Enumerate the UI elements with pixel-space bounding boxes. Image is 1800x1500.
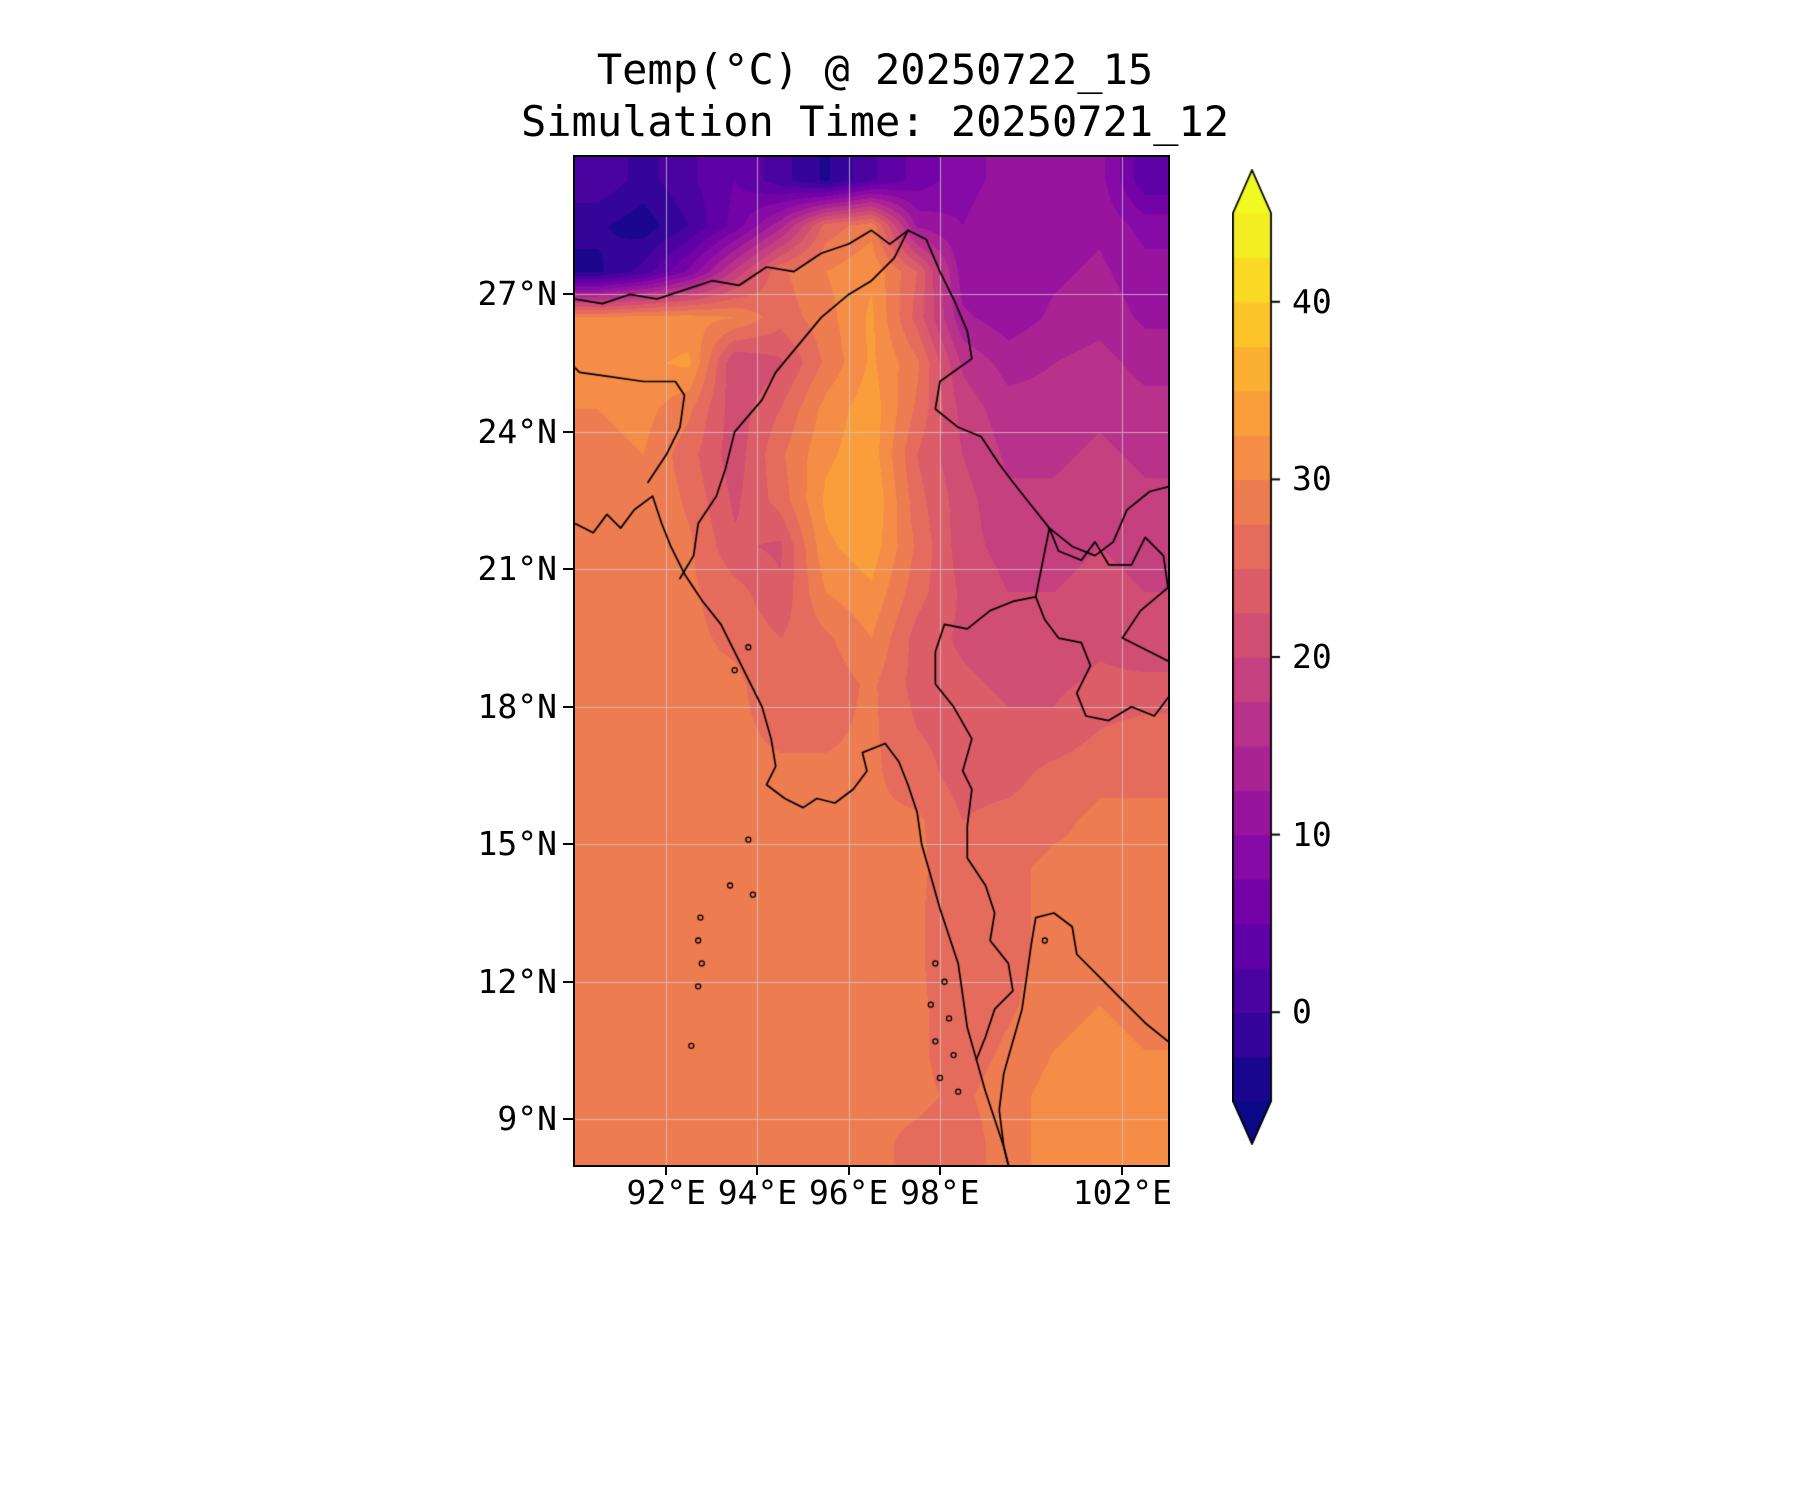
x-tick-label: 94°E (717, 1173, 798, 1212)
y-axis-tick-mark (563, 430, 573, 433)
title-line-2: Simulation Time: 20250721_12 (520, 97, 1229, 146)
x-tick-label: 102°E (1072, 1173, 1173, 1212)
y-tick-label: 18°N (477, 686, 557, 726)
colorbar-tick-label: 0 (1292, 992, 1312, 1032)
y-axis-tick-mark (563, 705, 573, 708)
x-tick-label: 92°E (626, 1173, 706, 1212)
x-axis-tick-mark (665, 1165, 668, 1175)
x-axis-tick-mark (847, 1165, 850, 1175)
plot-title: Temp(°C) @ 20250722_15 Simulation Time: … (375, 44, 1375, 148)
x-axis-tick-mark (756, 1165, 759, 1175)
y-axis-tick-mark (563, 293, 573, 296)
map-plot-area (573, 155, 1170, 1167)
y-tick-label: 24°N (477, 411, 557, 451)
y-axis-tick-mark (563, 980, 573, 983)
temperature-heatmap-canvas (575, 157, 1168, 1165)
y-axis-tick-mark (563, 568, 573, 571)
x-axis-tick-mark (938, 1165, 941, 1175)
y-tick-label: 21°N (477, 549, 557, 589)
colorbar-tick-label: 10 (1292, 814, 1332, 854)
colorbar-tick-label: 40 (1292, 281, 1332, 321)
x-tick-label: 96°E (808, 1173, 889, 1212)
colorbar (1232, 169, 1282, 1145)
colorbar-tick-label: 30 (1292, 459, 1332, 499)
y-axis-tick-mark (563, 1118, 573, 1121)
y-tick-label: 15°N (477, 824, 557, 864)
x-tick-label: 98°E (900, 1173, 980, 1212)
title-line-1: Temp(°C) @ 20250722_15 (596, 45, 1154, 94)
y-tick-label: 12°N (477, 961, 557, 1001)
y-axis-tick-mark (563, 843, 573, 846)
y-tick-label: 9°N (497, 1099, 557, 1139)
colorbar-tick-label: 20 (1292, 637, 1332, 676)
y-tick-label: 27°N (477, 274, 557, 314)
x-axis-tick-mark (1121, 1165, 1124, 1175)
